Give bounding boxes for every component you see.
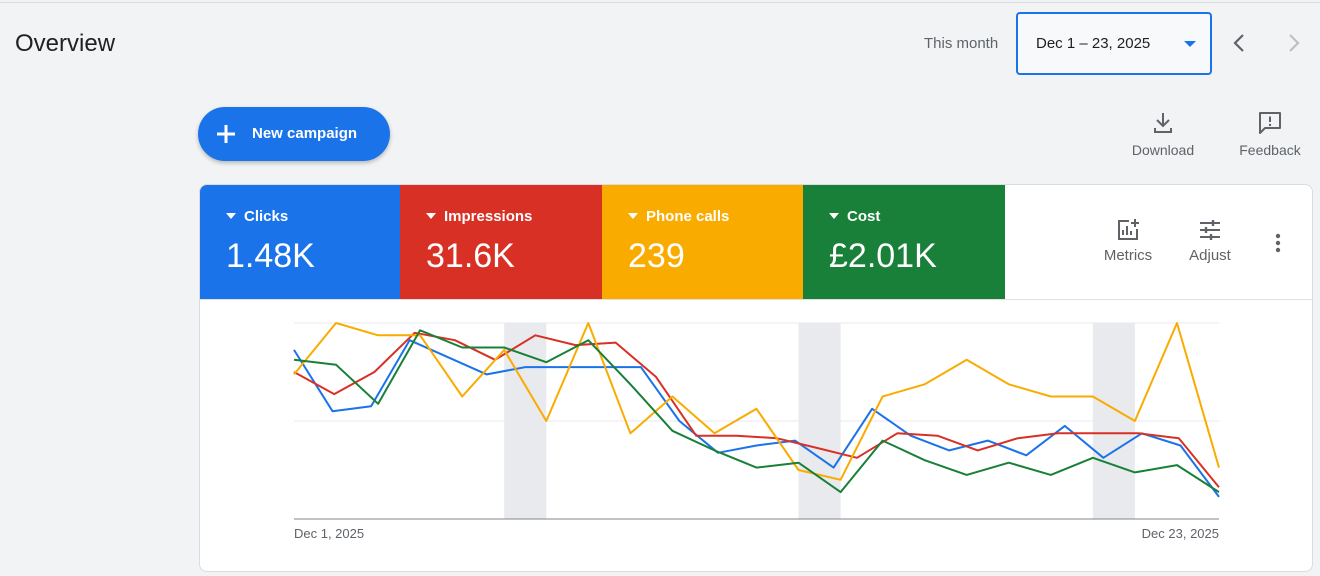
x-tick-end: Dec 23, 2025 [1142, 526, 1219, 541]
chevron-right-icon [1282, 28, 1306, 58]
metric-name: Cost [847, 208, 880, 225]
metrics-label: Metrics [1104, 247, 1152, 264]
metric-name: Impressions [444, 208, 532, 225]
next-period-button[interactable] [1282, 28, 1306, 58]
download-icon [1151, 110, 1175, 136]
metric-tile-clicks[interactable]: Clicks 1.48K [200, 185, 402, 299]
metric-name: Clicks [244, 208, 288, 225]
download-button[interactable]: Download [1128, 110, 1198, 158]
metric-value: 31.6K [426, 237, 515, 276]
chevron-left-icon [1228, 28, 1252, 58]
metric-value: 239 [628, 237, 685, 276]
top-divider [0, 2, 1320, 3]
page-title: Overview [15, 30, 115, 58]
add-chart-icon [1115, 217, 1141, 243]
adjust-label: Adjust [1189, 247, 1231, 264]
metrics-button[interactable]: Metrics [1098, 217, 1158, 264]
date-range-selector[interactable]: Dec 1 – 23, 2025 [1016, 12, 1212, 75]
dropdown-triangle-icon [226, 213, 236, 219]
period-label: This month [924, 35, 998, 52]
x-tick-start: Dec 1, 2025 [294, 526, 364, 541]
download-label: Download [1132, 142, 1194, 158]
new-campaign-label: New campaign [252, 125, 357, 142]
adjust-button[interactable]: Adjust [1182, 217, 1238, 264]
metric-name: Phone calls [646, 208, 729, 225]
performance-line-chart: Dec 1, 2025 Dec 23, 2025 [200, 300, 1313, 572]
tune-icon [1197, 217, 1223, 243]
previous-period-button[interactable] [1228, 28, 1252, 58]
feedback-label: Feedback [1239, 142, 1300, 158]
series-line-clicks [294, 340, 1219, 497]
metric-tile-impressions[interactable]: Impressions 31.6K [400, 185, 602, 299]
metric-value: 1.48K [226, 237, 315, 276]
feedback-button[interactable]: Feedback [1236, 110, 1304, 158]
metric-value: £2.01K [829, 237, 937, 276]
series-line-phone-calls [294, 323, 1219, 480]
feedback-icon [1257, 110, 1283, 136]
metric-tile-phone-calls[interactable]: Phone calls 239 [602, 185, 804, 299]
new-campaign-button[interactable]: New campaign [198, 107, 390, 161]
dropdown-triangle-icon [426, 213, 436, 219]
more-options-icon[interactable] [1270, 231, 1286, 255]
performance-card: Clicks 1.48K Impressions 31.6K Phone cal… [199, 184, 1313, 572]
dropdown-caret-icon [1184, 41, 1196, 47]
dropdown-triangle-icon [829, 213, 839, 219]
dropdown-triangle-icon [628, 213, 638, 219]
metric-tile-cost[interactable]: Cost £2.01K [803, 185, 1005, 299]
plus-icon [214, 122, 238, 146]
date-range-value: Dec 1 – 23, 2025 [1036, 35, 1150, 52]
